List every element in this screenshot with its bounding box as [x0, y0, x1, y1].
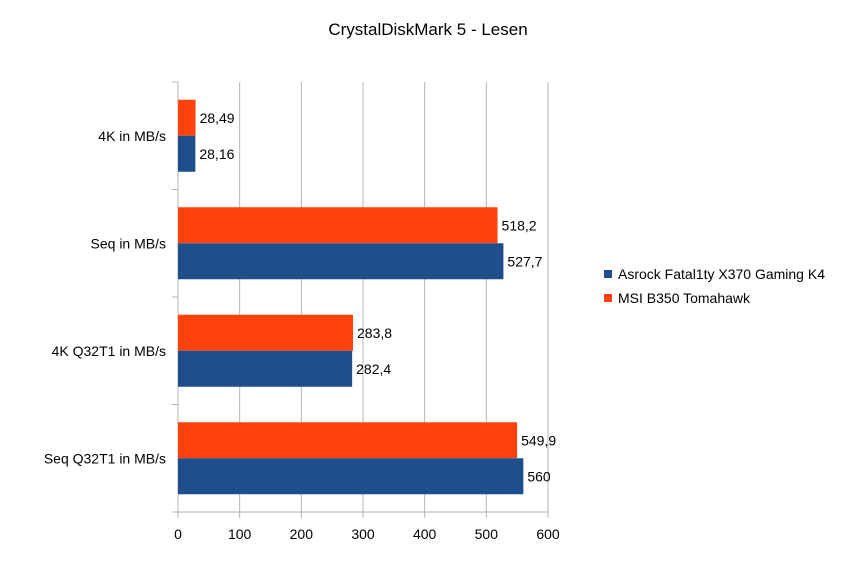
x-tick-label-4: 400 [413, 526, 437, 542]
legend-swatch-asrock [604, 270, 612, 278]
x-tick-label-6: 600 [536, 526, 560, 542]
legend-label-asrock: Asrock Fatal1ty X370 Gaming K4 [618, 266, 825, 282]
legend-item-asrock: Asrock Fatal1ty X370 Gaming K4 [604, 262, 825, 286]
category-label-3: Seq Q32T1 in MB/s [44, 450, 166, 466]
data-label-s0-c1: 527,7 [507, 253, 542, 269]
bar-s1-c2 [178, 314, 354, 351]
bar-s0-c2 [178, 350, 353, 387]
category-label-2: 4K Q32T1 in MB/s [52, 343, 166, 359]
legend-item-msi: MSI B350 Tomahawk [604, 286, 825, 310]
x-tick-label-3: 300 [351, 526, 375, 542]
bar-s0-c3 [178, 458, 524, 495]
x-tick-label-2: 200 [290, 526, 314, 542]
legend-swatch-msi [604, 294, 612, 302]
data-label-s0-c3: 560 [527, 468, 551, 484]
x-tick-label-0: 0 [174, 526, 182, 542]
bar-s1-c0 [178, 99, 196, 136]
data-label-s1-c2: 283,8 [357, 325, 392, 341]
data-label-s1-c0: 28,49 [200, 110, 235, 126]
data-label-s1-c1: 518,2 [502, 217, 537, 233]
chart-title: CrystalDiskMark 5 - Lesen [328, 20, 528, 39]
data-label-s1-c3: 549,9 [521, 432, 556, 448]
legend-label-msi: MSI B350 Tomahawk [618, 290, 751, 306]
bar-s1-c3 [178, 422, 518, 459]
x-tick-label-5: 500 [475, 526, 499, 542]
bar-s0-c0 [178, 135, 196, 172]
x-tick-label-1: 100 [228, 526, 252, 542]
bar-s0-c1 [178, 243, 504, 280]
category-label-1: Seq in MB/s [91, 235, 166, 251]
data-label-s0-c0: 28,16 [199, 146, 234, 162]
bar-s1-c1 [178, 207, 498, 244]
category-label-0: 4K in MB/s [98, 128, 166, 144]
data-label-s0-c2: 282,4 [356, 361, 391, 377]
legend: Asrock Fatal1ty X370 Gaming K4 MSI B350 … [604, 262, 825, 310]
